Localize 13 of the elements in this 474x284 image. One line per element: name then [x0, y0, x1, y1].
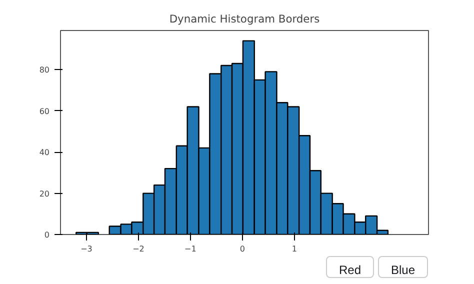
x-tick-label: −2: [132, 244, 144, 254]
x-tick-label: −3: [80, 244, 92, 254]
y-tick-label: 0: [44, 230, 50, 240]
y-tick-label: 80: [39, 66, 50, 75]
x-tick-label: −1: [184, 244, 196, 254]
x-tick-label: 1: [292, 244, 297, 254]
y-tick-label: 20: [39, 189, 50, 198]
text: Red: [326, 256, 374, 278]
text: Blue: [378, 256, 428, 278]
x-tick-label: 0: [240, 244, 245, 254]
y-tick-label: 40: [39, 148, 50, 158]
y-tick-label: 60: [39, 106, 50, 116]
chart-title: Dynamic Histogram Borders: [169, 12, 320, 26]
